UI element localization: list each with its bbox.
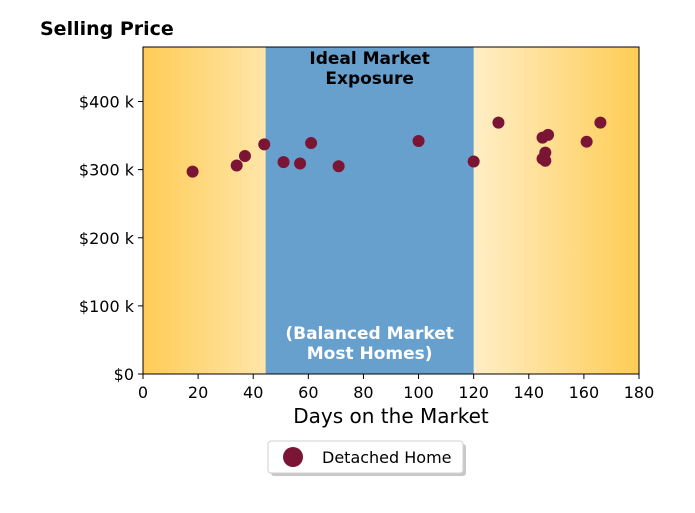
y-tick-label: $300 k bbox=[79, 161, 135, 180]
x-tick-label: 40 bbox=[243, 383, 263, 402]
x-axis-label: Days on the Market bbox=[293, 404, 489, 428]
data-point bbox=[238, 150, 251, 162]
data-point bbox=[467, 155, 480, 168]
x-axis: 0 20 40 60 80 100 120 140 160 180 bbox=[138, 374, 654, 402]
x-tick-label: 140 bbox=[514, 383, 545, 402]
data-point bbox=[542, 128, 555, 141]
data-point bbox=[258, 138, 271, 151]
x-tick-label: 80 bbox=[353, 383, 373, 402]
y-tick-label: $200 k bbox=[79, 229, 135, 248]
legend-marker bbox=[283, 447, 303, 467]
x-tick-label: 120 bbox=[458, 383, 489, 402]
data-point bbox=[305, 137, 318, 150]
band-label-bottom-line: (Balanced Market bbox=[285, 324, 454, 344]
legend-entry-detached-home: Detached Home bbox=[322, 448, 452, 467]
plot-frame bbox=[142, 46, 640, 375]
ideal-exposure-band bbox=[265, 47, 474, 374]
y-tick-label: $100 k bbox=[79, 297, 135, 316]
data-point bbox=[539, 154, 552, 167]
data-point bbox=[594, 116, 607, 129]
y-tick-label: $400 k bbox=[79, 93, 135, 112]
x-tick-label: 20 bbox=[188, 383, 208, 402]
data-point bbox=[412, 135, 425, 148]
chart-title: Selling Price bbox=[40, 18, 174, 40]
band-label-top-line: Ideal Market bbox=[309, 49, 430, 69]
data-point bbox=[580, 135, 593, 148]
legend: Detached Home bbox=[267, 440, 466, 476]
band-label-bottom-line: Most Homes) bbox=[307, 344, 433, 364]
x-tick-label: 180 bbox=[624, 383, 655, 402]
data-points bbox=[186, 116, 607, 178]
data-point bbox=[230, 159, 243, 172]
data-point bbox=[492, 116, 505, 129]
data-point bbox=[332, 160, 345, 173]
x-tick-label: 0 bbox=[138, 383, 148, 402]
data-point bbox=[294, 157, 307, 170]
x-tick-label: 100 bbox=[403, 383, 434, 402]
legend-box bbox=[267, 440, 464, 474]
data-point bbox=[277, 156, 290, 169]
x-tick-label: 60 bbox=[298, 383, 318, 402]
band-label-top-line: Exposure bbox=[325, 69, 414, 89]
y-axis: $0 $100 k $200 k $300 k $400 k bbox=[79, 93, 143, 384]
y-tick-label: $0 bbox=[114, 365, 134, 384]
data-point bbox=[186, 165, 199, 178]
x-tick-label: 160 bbox=[569, 383, 600, 402]
